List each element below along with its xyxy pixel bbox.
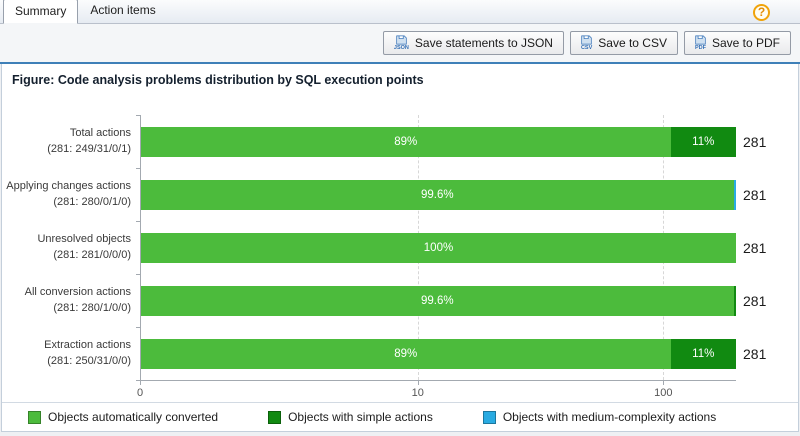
legend-item: Objects with medium-complexity actions (482, 410, 717, 424)
category-counts: (281: 281/0/0/0) (53, 248, 131, 261)
y-axis-tick (136, 115, 141, 116)
x-axis-ticks: 0 10 100 (136, 381, 736, 403)
icon-badge: CSV (580, 44, 593, 51)
legend-swatch-simple (268, 410, 282, 424)
bar-percent-label: 100% (423, 241, 454, 254)
bar: 99.6% (141, 179, 736, 210)
legend-label: Objects with simple actions (288, 410, 433, 424)
bar: 89% 11% (141, 126, 736, 157)
accent-divider (0, 62, 800, 64)
category-name: Unresolved objects (37, 233, 131, 246)
x-axis-tick-label: 10 (411, 387, 424, 399)
legend-swatch-auto (28, 410, 41, 424)
save-to-pdf-button[interactable]: PDF Save to PDF (683, 31, 791, 55)
x-axis-tick-label: 100 (654, 387, 673, 399)
bar-percent-label: 99.6% (421, 188, 454, 201)
button-label: Save to CSV (598, 36, 667, 50)
bar-row: 99.6% (141, 274, 736, 327)
category-label: Extraction actions (281: 250/31/0/0) (2, 327, 140, 380)
category-name: Total actions (69, 127, 131, 140)
bar-segment-auto: 89% (141, 338, 671, 369)
category-label: Applying changes actions (281: 280/0/1/0) (2, 168, 140, 221)
bar-total: 281 (743, 345, 767, 362)
icon-badge: PDF (694, 44, 706, 51)
y-axis-tick (136, 221, 141, 222)
bar-segment-auto: 100% (141, 232, 736, 263)
category-name: Extraction actions (44, 339, 131, 352)
x-axis-tick (663, 381, 665, 385)
category-label: Total actions (281: 249/31/0/1) (2, 115, 140, 168)
x-axis-left-spacer (2, 381, 140, 403)
category-counts: (281: 250/31/0/0) (47, 354, 131, 367)
x-axis-tick (417, 381, 419, 385)
bar: 100% (141, 232, 736, 263)
bar-row: 89% 11% (141, 115, 736, 168)
x-axis-tick (140, 381, 141, 385)
chart-labels-column: Total actions (281: 249/31/0/1) Applying c… (2, 115, 140, 381)
category-name: Applying changes actions (6, 180, 131, 193)
category-counts: (281: 280/1/0/0) (53, 301, 131, 314)
bar-total: 281 (743, 133, 767, 150)
bar: 89% 11% (141, 338, 736, 369)
report-panel: Figure: Code analysis problems distribut… (1, 64, 799, 432)
bar-segment-simple: 11% (670, 126, 736, 157)
bar-percent-label: 89% (394, 347, 418, 360)
bar-segment-simple: 11% (670, 338, 736, 369)
bar-row: 89% 11% (141, 327, 736, 380)
bar-percent-label: 99.6% (421, 294, 454, 307)
bar-segment-auto: 99.6% (141, 179, 734, 210)
y-axis-tick (136, 380, 141, 381)
category-label: All conversion actions (281: 280/1/0/0) (2, 274, 140, 327)
category-counts: (281: 280/0/1/0) (53, 195, 131, 208)
chart-totals-column: 281 281 281 281 281 (736, 115, 798, 381)
y-axis-tick (136, 327, 141, 328)
bar-segment-simple (733, 285, 736, 316)
bar-total: 281 (743, 239, 767, 256)
save-csv-icon: CSV (581, 35, 592, 52)
tab-bar: Summary Action items ? (0, 0, 800, 24)
bar-percent-label: 89% (394, 135, 418, 148)
legend-swatch-medium (482, 410, 496, 424)
bar-segment-auto: 99.6% (141, 285, 734, 316)
category-label: Unresolved objects (281: 281/0/0/0) (2, 221, 140, 274)
legend-item: Objects automatically converted (28, 410, 218, 424)
x-axis-tick-label: 0 (136, 387, 144, 399)
chart-legend: Objects automatically converted Objects w… (2, 402, 798, 431)
legend-label: Objects automatically converted (48, 410, 219, 424)
y-axis-tick (136, 274, 141, 275)
toolbar: JSON Save statements to JSON CSV Save to… (0, 24, 800, 62)
button-label: Save statements to JSON (414, 36, 553, 50)
x-axis: 0 10 100 (2, 381, 798, 403)
legend-label: Objects with medium-complexity actions (502, 410, 717, 424)
bar-segment-medium (733, 179, 736, 210)
tab-action-items[interactable]: Action items (90, 3, 156, 17)
bar-percent-label: 11% (692, 135, 715, 148)
bar-total: 281 (743, 186, 767, 203)
category-counts: (281: 249/31/0/1) (47, 142, 131, 155)
bar-percent-label: 11% (692, 347, 715, 360)
legend-item: Objects with simple actions (268, 410, 433, 424)
chart-plot-area: 89% 11% 99.6% 100% 99.6% 89% 11% (136, 115, 736, 381)
save-json-icon: JSON (394, 35, 409, 52)
bar-row: 100% (141, 221, 736, 274)
icon-badge: JSON (393, 44, 409, 51)
bar-total: 281 (743, 292, 767, 309)
category-name: All conversion actions (24, 286, 131, 299)
bar-row: 99.6% (141, 168, 736, 221)
save-pdf-icon: PDF (695, 35, 706, 52)
bar: 99.6% (141, 285, 736, 316)
save-to-csv-button[interactable]: CSV Save to CSV (569, 31, 678, 55)
bar-chart: Total actions (281: 249/31/0/1) Applying c… (2, 115, 798, 381)
help-icon[interactable]: ? (753, 4, 770, 21)
y-axis-tick (136, 168, 141, 169)
bar-segment-auto: 89% (141, 126, 671, 157)
x-axis-right-spacer (736, 381, 798, 403)
save-statements-to-json-button[interactable]: JSON Save statements to JSON (382, 31, 564, 55)
tab-summary[interactable]: Summary (3, 0, 79, 24)
figure-title: Figure: Code analysis problems distribut… (12, 73, 424, 87)
button-label: Save to PDF (711, 36, 780, 50)
